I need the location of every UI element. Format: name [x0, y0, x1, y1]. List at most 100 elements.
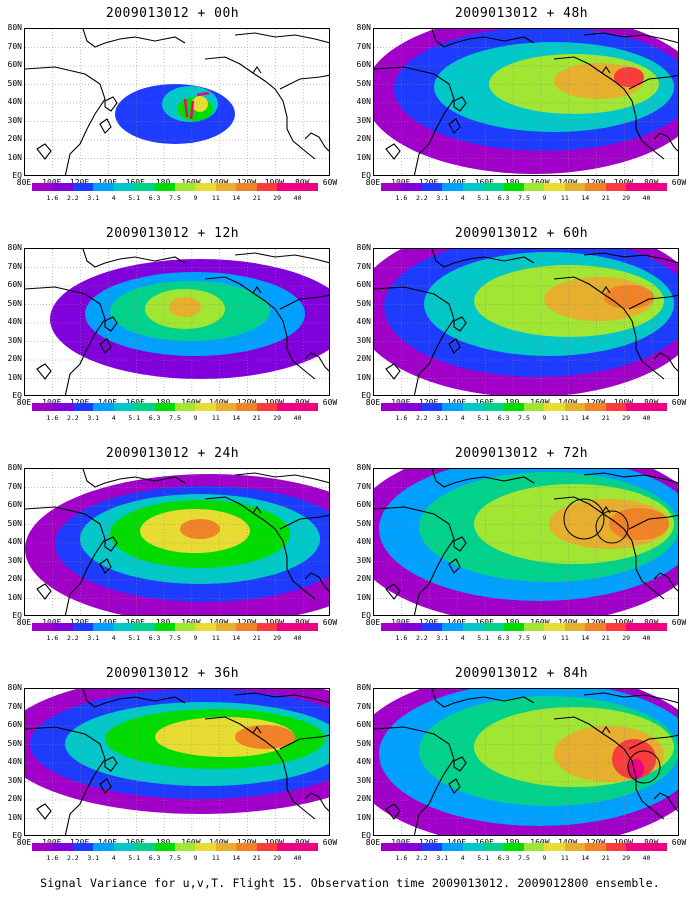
colorbar-swatch: [195, 623, 217, 631]
colorbar-swatch: [195, 403, 217, 411]
coastline: [279, 514, 329, 530]
colorbar-label: 1.6: [46, 414, 59, 422]
map-panel: 2009013012 + 12h 80N 70N 60N 50N 40N 30N 20N 10N…: [0, 226, 345, 448]
colorbar-label: 5.1: [128, 414, 141, 422]
colorbar-swatch: [585, 183, 607, 191]
latitude-label: 60N: [356, 500, 371, 509]
coastline: [431, 689, 535, 708]
longitude-label: 120E: [419, 399, 438, 407]
colorbar-swatch: [585, 623, 607, 631]
longitude-label: 180: [505, 619, 519, 627]
colorbar-label: 6.3: [148, 854, 161, 862]
colorbar: [381, 183, 668, 191]
colorbar-swatch: [626, 623, 648, 631]
colorbar-swatch: [381, 623, 402, 631]
colorbar-label: 21: [601, 414, 610, 422]
coastline: [453, 536, 467, 552]
coastline: [601, 66, 611, 74]
latitude-label: 50N: [7, 78, 22, 88]
colorbar-swatch: [524, 403, 545, 411]
coastline: [304, 572, 329, 592]
colorbar-label: 1.6: [46, 854, 59, 862]
colorbar-label: 11: [560, 414, 569, 422]
longitude-label: 180: [156, 619, 170, 627]
colorbar-label: 6.3: [148, 194, 161, 202]
latitude-label: 50N: [7, 298, 22, 308]
coastline: [453, 756, 467, 772]
coastline: [252, 286, 262, 294]
coastline: [583, 252, 678, 264]
latitude-label: 10N: [356, 372, 371, 382]
longitude-label: 100E: [391, 619, 410, 627]
coastline: [104, 316, 118, 332]
coastline: [553, 716, 665, 820]
panel-title: 2009013012 + 00h: [105, 6, 240, 21]
longitude-label: 140E: [98, 619, 117, 627]
colorbar-swatch: [134, 843, 156, 851]
colorbar-label: 29: [622, 414, 631, 422]
coastline: [304, 352, 329, 372]
longitude-label: 80E: [365, 398, 381, 407]
colorbar-label: 4: [111, 854, 116, 862]
colorbar-label: 6.3: [497, 414, 510, 422]
colorbar-label: 29: [273, 634, 282, 642]
colorbar-swatch: [297, 843, 319, 851]
colorbar-swatch: [524, 183, 545, 191]
longitude-label: 140E: [98, 399, 117, 407]
longitude-label: 180: [505, 179, 519, 187]
colorbar-swatch: [154, 183, 176, 191]
colorbar-label: 1.6: [46, 634, 59, 642]
variance-contour: [180, 519, 220, 539]
latitude-label: 10N: [7, 372, 22, 382]
longitude-label: 140W: [209, 619, 228, 627]
coastline: [374, 726, 455, 835]
colorbar-swatch: [421, 403, 443, 411]
longitude-label: 100W: [614, 839, 633, 847]
latitude-label: 60N: [356, 720, 371, 729]
longitude-label: 60W: [671, 398, 687, 407]
longitude-label: 60W: [322, 178, 338, 187]
colorbar-label: 9: [542, 194, 547, 202]
coastline: [82, 249, 186, 268]
colorbar-label: 7.5: [518, 414, 530, 422]
coastline: [204, 56, 316, 160]
latitude-label: EQ: [361, 171, 371, 180]
coastline: [374, 286, 455, 395]
longitude-label: 140E: [447, 839, 466, 847]
colorbar-label: 14: [581, 194, 590, 202]
colorbar-label: 6.3: [148, 634, 161, 642]
colorbar-label: 29: [273, 854, 282, 862]
longitude-label: 180: [505, 839, 519, 847]
coastline: [234, 252, 329, 264]
latitude-label: 80N: [7, 23, 22, 32]
colorbar-label: 9: [193, 414, 198, 422]
colorbar-swatch: [605, 403, 627, 411]
latitude-label: 50N: [356, 298, 371, 308]
latitude-label: 50N: [7, 738, 22, 748]
map-panel: 2009013012 + 24h 80N 70N 60N 50N 40N 30N 20N 10N…: [0, 446, 345, 668]
longitude-label: 60W: [671, 838, 687, 847]
coastline: [25, 66, 106, 175]
latitude-label: EQ: [361, 611, 371, 620]
coastline: [448, 338, 461, 354]
colorbar-label: 40: [642, 854, 651, 862]
colorbar-label: 29: [273, 194, 282, 202]
colorbar-swatch: [215, 843, 237, 851]
latitude-label: 70N: [7, 41, 22, 51]
colorbar-label: 7.5: [169, 634, 181, 642]
longitude-label: 80W: [644, 399, 658, 407]
longitude-label: 120W: [586, 839, 605, 847]
variance-contour: [614, 67, 644, 87]
colorbar-label: 5.1: [477, 414, 490, 422]
latitude-label: EQ: [361, 831, 371, 840]
longitude-label: 120W: [586, 179, 605, 187]
colorbar-swatch: [626, 403, 648, 411]
longitude-label: 140W: [209, 399, 228, 407]
latitude-label: 40N: [7, 317, 22, 326]
variance-map: [373, 688, 679, 836]
latitude-label: 20N: [356, 574, 371, 583]
colorbar-swatch: [585, 403, 607, 411]
colorbar-label: 4: [460, 194, 465, 202]
coastline: [628, 514, 678, 530]
